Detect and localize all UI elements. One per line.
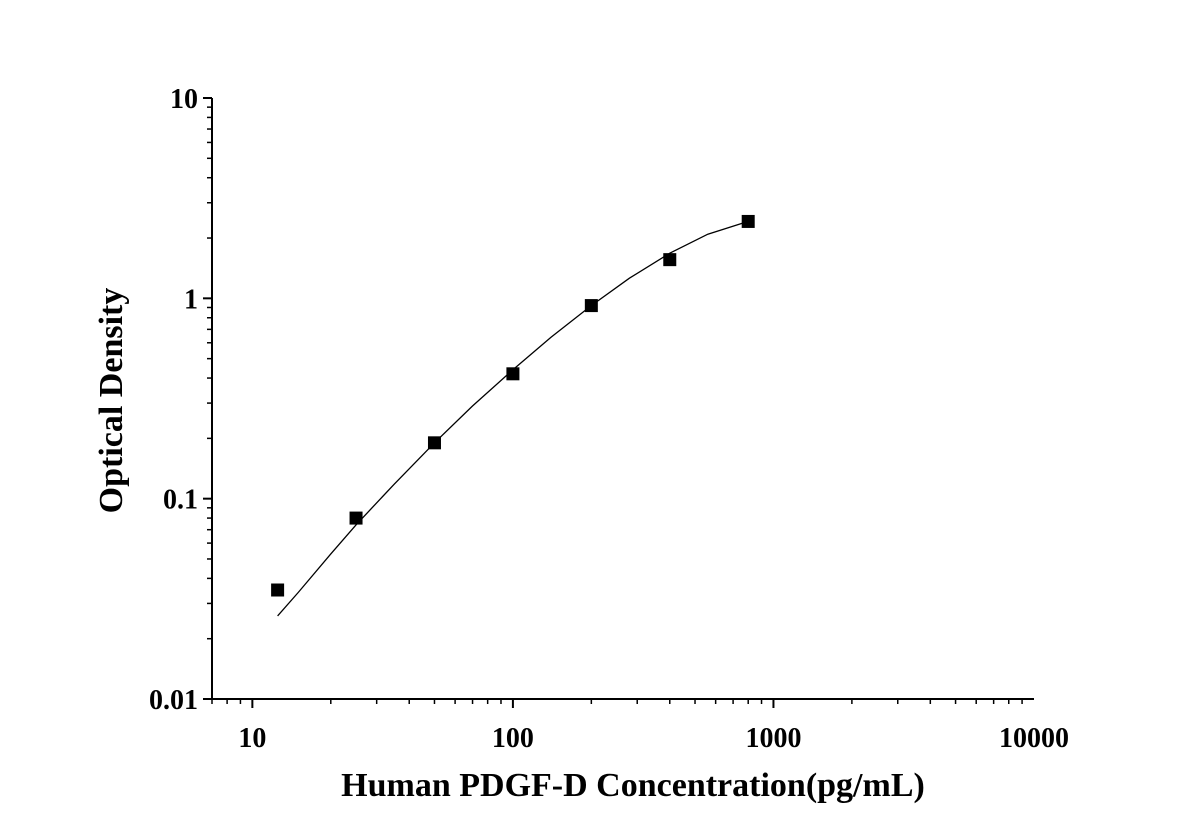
data-point-marker — [663, 253, 677, 267]
y-tick-labels: 0.01 0.1 1 10 — [149, 84, 198, 716]
data-point-marker — [584, 299, 598, 313]
data-point-marker — [271, 583, 285, 597]
y-tick-label: 10 — [170, 84, 198, 115]
x-ticks — [211, 699, 1023, 708]
data-point-marker — [506, 367, 520, 381]
y-tick-label: 1 — [184, 284, 198, 315]
data-markers — [271, 214, 755, 597]
axes — [211, 98, 1034, 700]
x-tick-labels: 10 100 1000 10000 — [238, 723, 1069, 754]
fit-curve-line — [277, 220, 749, 617]
y-axis-title: Optical Density — [93, 288, 130, 514]
y-ticks — [203, 97, 212, 700]
x-tick-label: 1000 — [745, 723, 801, 754]
x-tick-label: 10 — [238, 723, 266, 754]
y-tick-label: 0.1 — [163, 485, 198, 516]
x-tick-label: 100 — [492, 723, 534, 754]
x-axis-title: Human PDGF-D Concentration(pg/mL) — [341, 767, 925, 804]
x-tick-label: 10000 — [999, 723, 1069, 754]
data-point-marker — [349, 511, 363, 525]
data-point-marker — [741, 214, 755, 228]
data-point-marker — [427, 436, 441, 450]
y-tick-label: 0.01 — [149, 685, 198, 716]
